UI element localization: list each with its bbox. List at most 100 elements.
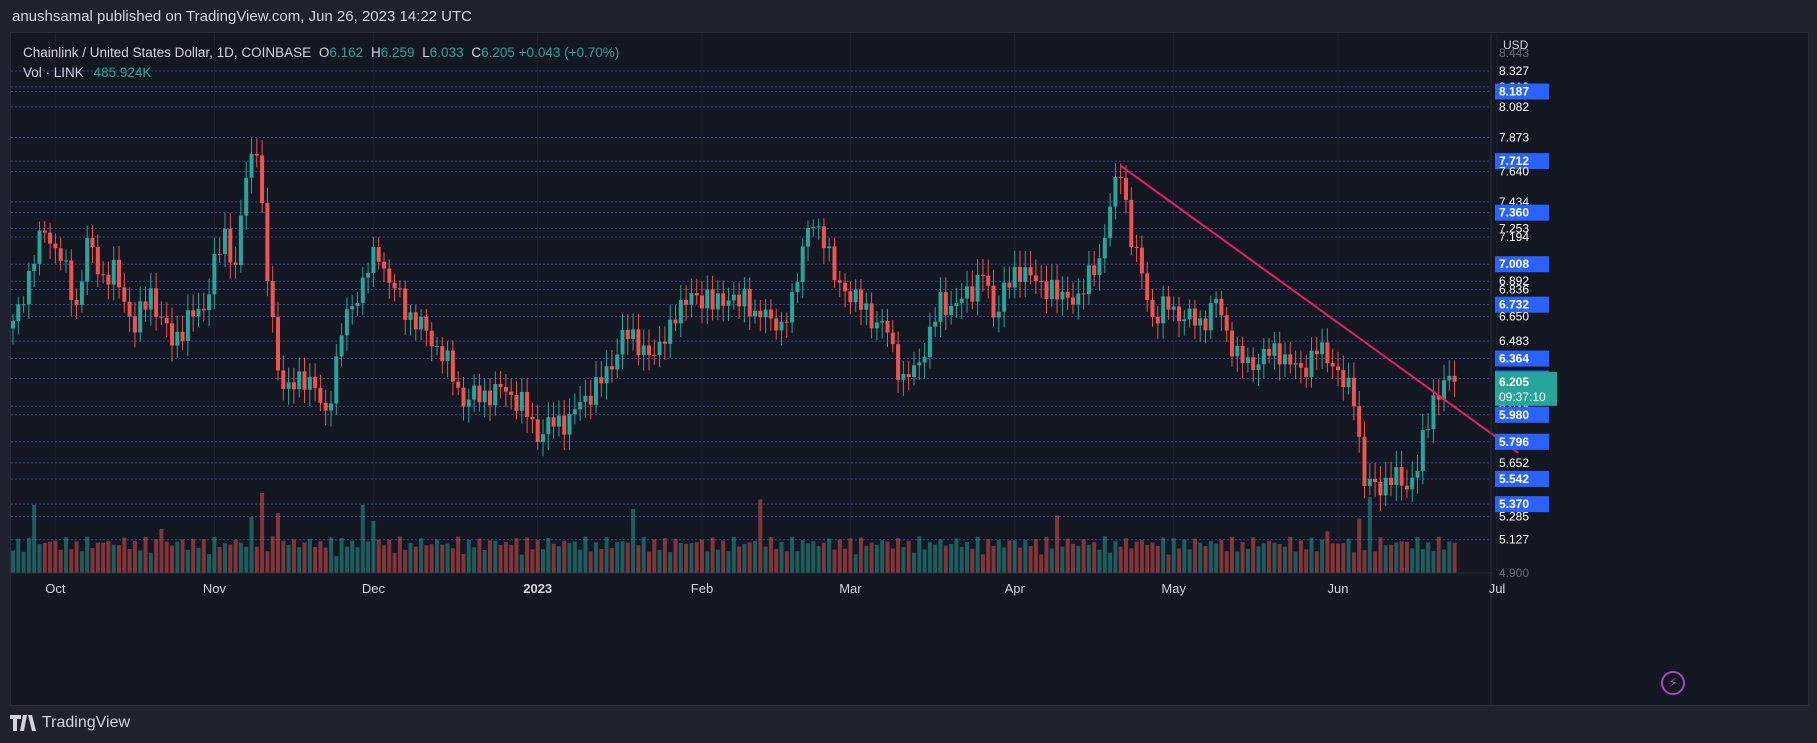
candle-body xyxy=(556,415,561,427)
candle-body xyxy=(943,292,948,315)
volume-bar xyxy=(286,544,291,573)
candle-body xyxy=(117,259,121,288)
price-axis-edge-label: 4.900 xyxy=(1499,566,1529,580)
candle-body xyxy=(106,274,111,285)
candle-body xyxy=(1023,267,1028,282)
candle-body xyxy=(514,394,519,411)
candle-body xyxy=(1442,380,1446,400)
candle-body xyxy=(890,332,895,345)
volume-label: Vol · LINK xyxy=(23,65,84,80)
candle-body xyxy=(313,376,318,388)
volume-bar xyxy=(249,517,254,573)
price-label-badge xyxy=(1495,153,1549,170)
candle-body xyxy=(1256,364,1261,371)
candle-body xyxy=(201,308,206,311)
volume-bar xyxy=(154,539,159,573)
candle-body xyxy=(774,318,779,331)
volume-bar xyxy=(1192,538,1197,573)
candle-body xyxy=(1267,348,1272,356)
time-axis-label: Nov xyxy=(203,581,227,596)
price-axis-label: 5.127 xyxy=(1499,533,1529,547)
trendline xyxy=(1120,164,1519,454)
volume-bar xyxy=(1102,536,1107,573)
candle-body xyxy=(1336,366,1340,371)
volume-bar xyxy=(959,546,964,573)
candle-body xyxy=(763,309,768,318)
candlestick-chart[interactable]: USD8.4434.9008.3278.2198.1878.0827.8737.… xyxy=(11,33,1808,705)
candle-body xyxy=(959,298,964,304)
candle-body xyxy=(753,310,757,317)
volume-bar xyxy=(562,540,567,573)
candle-body xyxy=(594,377,598,405)
volume-bar xyxy=(556,546,561,573)
time-axis-label: Jun xyxy=(1328,581,1349,596)
candle-body xyxy=(90,237,95,248)
volume-bar xyxy=(355,547,360,573)
candle-body xyxy=(48,232,53,244)
candle-body xyxy=(609,366,614,370)
volume-bar xyxy=(715,549,720,573)
volume-bar xyxy=(620,541,625,573)
volume-bar xyxy=(1399,541,1404,573)
symbol-label: Chainlink / United States Dollar, 1D, CO… xyxy=(23,45,312,60)
candle-body xyxy=(1033,275,1038,282)
volume-bar xyxy=(525,537,530,573)
volume-bar xyxy=(318,541,323,573)
candle-body xyxy=(180,331,185,341)
candle-body xyxy=(949,305,954,315)
volume-bar xyxy=(466,540,471,573)
volume-bar xyxy=(185,549,190,573)
candle-body xyxy=(827,246,832,249)
volume-bar xyxy=(1341,543,1346,573)
volume-bar xyxy=(763,546,768,573)
candle-body xyxy=(488,390,492,406)
volume-bar xyxy=(641,537,646,573)
candle-body xyxy=(164,317,169,324)
candle-body xyxy=(578,401,583,410)
candle-body xyxy=(132,316,137,333)
volume-bar xyxy=(1267,540,1272,573)
volume-bar xyxy=(1182,539,1187,573)
chart-panel[interactable]: USD8.4434.9008.3278.2198.1878.0827.8737.… xyxy=(10,32,1809,706)
candle-body xyxy=(1150,300,1155,317)
candle-body xyxy=(546,417,551,435)
candle-body xyxy=(408,312,413,320)
candle-body xyxy=(657,341,662,356)
price-axis-label: 7.873 xyxy=(1499,131,1529,145)
high-value: 6.259 xyxy=(380,45,415,60)
candle-body xyxy=(742,288,747,307)
price-axis-label: 7.640 xyxy=(1499,165,1529,179)
candle-body xyxy=(233,262,238,265)
candle-body xyxy=(790,292,795,323)
volume-bar xyxy=(1129,548,1134,573)
volume-bar xyxy=(753,541,757,573)
volume-bar xyxy=(896,538,901,573)
price-axis-label: 6.732 xyxy=(1499,298,1529,312)
volume-bar xyxy=(567,543,572,573)
volume-bar xyxy=(546,537,551,573)
candle-body xyxy=(138,301,143,333)
volume-bar xyxy=(1150,542,1155,573)
candle-body xyxy=(1373,478,1378,482)
candle-body xyxy=(159,316,164,318)
volume-bar xyxy=(1214,543,1219,573)
time-axis-label: May xyxy=(1161,581,1186,596)
volume-bar xyxy=(1124,538,1128,573)
flash-icon[interactable]: ⚡ xyxy=(1661,671,1685,695)
volume-bar xyxy=(1389,544,1393,573)
volume-bar xyxy=(164,541,169,573)
candle-body xyxy=(1283,354,1287,365)
volume-bar xyxy=(970,548,975,573)
change-value: +0.043 (+0.70%) xyxy=(518,45,620,60)
volume-bar xyxy=(37,544,42,573)
volume-bar xyxy=(1410,548,1415,573)
ohlc-row: Chainlink / United States Dollar, 1D, CO… xyxy=(23,43,619,63)
candle-body xyxy=(662,341,667,344)
volume-bar xyxy=(95,542,100,573)
price-axis-label: 8.082 xyxy=(1499,100,1529,114)
price-label-badge xyxy=(1495,296,1549,313)
candle-body xyxy=(530,417,535,420)
volume-bar xyxy=(885,541,890,573)
candle-body xyxy=(419,316,424,330)
volume-bar xyxy=(403,549,408,573)
